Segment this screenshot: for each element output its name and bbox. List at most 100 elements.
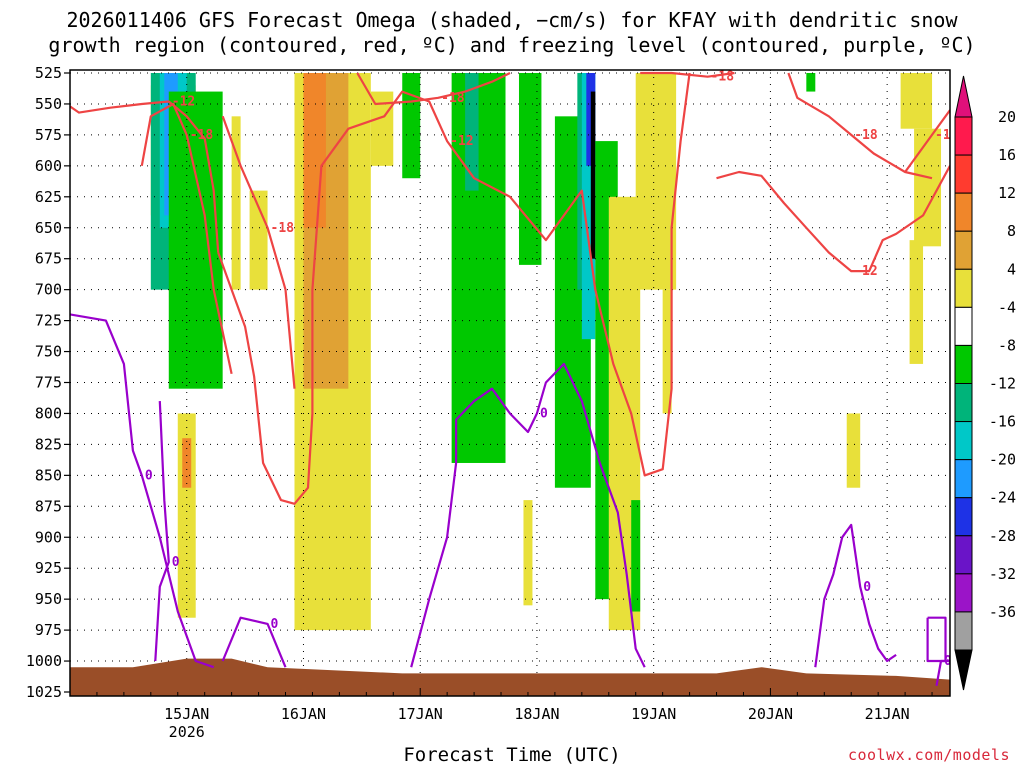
y-tick-label-975: 975 xyxy=(35,621,62,639)
omega-cell-16 xyxy=(465,73,479,191)
colorbar-swatch-4 xyxy=(954,268,973,308)
y-tick-label-825: 825 xyxy=(35,435,62,453)
y-tick-label-875: 875 xyxy=(35,497,62,515)
y-tick-label-925: 925 xyxy=(35,559,62,577)
colorbar-label-5: -4 xyxy=(998,298,1016,316)
omega-cell-27 xyxy=(635,73,677,290)
freezing-contour-line-4 xyxy=(814,523,897,668)
dgz-contour-line-3 xyxy=(140,102,233,375)
dgz-contour-label-1: -12 xyxy=(450,134,473,149)
y-tick-label-625: 625 xyxy=(35,188,62,206)
y-tick-label-800: 800 xyxy=(35,404,62,422)
y-tick-label-600: 600 xyxy=(35,157,62,175)
y-tick-label-525: 525 xyxy=(35,64,62,82)
dgz-contour-line-0 xyxy=(70,100,220,253)
y-tick-label-575: 575 xyxy=(35,126,62,144)
freezing-contour-label-1: 0 xyxy=(172,555,180,570)
x-tick-label-21JAN: 21JAN xyxy=(865,705,910,723)
dgz-contour-label-0: -12 xyxy=(172,94,195,109)
omega-cell-7 xyxy=(195,103,210,340)
colorbar-label-9: -20 xyxy=(989,451,1016,469)
colorbar-swatch-10 xyxy=(954,497,973,537)
y-tick-label-775: 775 xyxy=(35,374,62,392)
omega-cell-12 xyxy=(303,73,326,228)
freezing-contour-label-6: 0 xyxy=(944,654,952,669)
omega-cell-26 xyxy=(631,500,641,612)
y-tick-label-750: 750 xyxy=(35,343,62,361)
colorbar-label-3: 8 xyxy=(1007,222,1016,240)
y-tick-label-550: 550 xyxy=(35,95,62,113)
omega-cell-14 xyxy=(402,73,421,179)
omega-cell-31 xyxy=(900,73,933,129)
colorbar-swatch-8 xyxy=(954,421,973,461)
dgz-contour-line-2 xyxy=(716,165,950,273)
omega-cell-23 xyxy=(590,91,596,259)
omega-cell-18 xyxy=(523,500,533,606)
colorbar-swatch-5 xyxy=(954,306,973,346)
dgz-contour-label-3: -18 xyxy=(190,128,214,143)
y-axis: 525 550 575 600 625 650 675 700 725 750 775 800 825 8… xyxy=(26,64,70,701)
chart-title-line1: 2026011406 GFS Forecast Omega (shaded, −… xyxy=(66,8,958,32)
y-tick-label-850: 850 xyxy=(35,466,62,484)
dgz-contour-line-5 xyxy=(356,72,511,106)
terrain-layer xyxy=(70,658,950,696)
credit-link[interactable]: coolwx.com/models xyxy=(847,746,1010,764)
x-tick-label-19JAN: 19JAN xyxy=(631,705,676,723)
freezing-contour-label-0: 0 xyxy=(145,468,153,483)
dgz-contour-label-2: -12 xyxy=(854,264,877,279)
y-tick-label-900: 900 xyxy=(35,528,62,546)
freezing-contour-label-2: 0 xyxy=(271,617,279,632)
dgz-contour-label-6: -18 xyxy=(711,70,735,85)
x-tick-label-17JAN: 17JAN xyxy=(398,705,443,723)
freezing-contour-line-6 xyxy=(935,659,950,686)
y-tick-label-725: 725 xyxy=(35,312,62,330)
colorbar-label-4: 4 xyxy=(1007,260,1016,278)
x-tick-label-20JAN: 20JAN xyxy=(748,705,793,723)
colorbar-label-7: -12 xyxy=(989,375,1016,393)
colorbar-label-13: -36 xyxy=(989,603,1016,621)
colorbar-label-11: -28 xyxy=(989,527,1016,545)
colorbar-swatch-11 xyxy=(954,535,973,575)
colorbar-label-12: -32 xyxy=(989,565,1016,583)
dgz-contour-line-8 xyxy=(904,109,950,173)
omega-cell-8 xyxy=(231,116,241,290)
dgz-contour-line-1 xyxy=(217,72,691,505)
omega-cell-30 xyxy=(846,413,861,488)
dgz-contour-label-4: -18 xyxy=(271,221,295,236)
colorbar-label-0: 20 xyxy=(998,108,1016,126)
colorbar-swatch-2 xyxy=(954,192,973,232)
colorbar-top-arrow xyxy=(954,75,973,118)
x-tick-label-16JAN: 16JAN xyxy=(281,705,326,723)
colorbar-label-1: 16 xyxy=(998,146,1016,164)
colorbar-swatch-6 xyxy=(954,344,973,384)
x-tick-label-15JAN: 15JAN xyxy=(164,705,209,723)
freezing-contour-line-2 xyxy=(221,616,287,668)
colorbar-swatch-0 xyxy=(954,116,973,156)
colorbar-bottom-arrow xyxy=(954,649,973,691)
x-axis-title: Forecast Time (UTC) xyxy=(403,744,621,766)
freezing-contour-line-5 xyxy=(926,616,947,663)
colorbar: 20 16 12 8 4 -4 -8 -12 -16 -20 -24 -28 -32 -36 xyxy=(954,75,1016,691)
y-tick-label-950: 950 xyxy=(35,590,62,608)
dgz-contour-line-6 xyxy=(640,71,735,78)
colorbar-swatch-1 xyxy=(954,154,973,194)
chart-title-line2: growth region (contoured, red, ºC) and f… xyxy=(48,33,976,57)
dgz-contour-label-7: -18 xyxy=(854,128,878,143)
colorbar-swatch-13 xyxy=(954,611,973,651)
dgz-contour-label-5: -18 xyxy=(441,91,465,106)
colorbar-label-8: -16 xyxy=(989,413,1016,431)
y-tick-label-1000: 1000 xyxy=(26,652,62,670)
colorbar-label-2: 12 xyxy=(998,184,1016,202)
dgz-contour-label-8: -18 xyxy=(935,128,959,143)
omega-cell-32 xyxy=(914,128,942,247)
y-tick-label-1025: 1025 xyxy=(26,683,62,701)
x-tick-sublabel-15JAN: 2026 xyxy=(169,723,205,741)
dgz-contours: -12 -12 -12 -18 -18 -18 -18 -18 -18 xyxy=(70,70,959,505)
freezing-contour-label-4: 0 xyxy=(863,580,871,595)
freezing-contour-label-3: 0 xyxy=(540,406,548,421)
omega-cell-28 xyxy=(662,289,672,414)
freezing-contour-line-0 xyxy=(70,313,215,669)
